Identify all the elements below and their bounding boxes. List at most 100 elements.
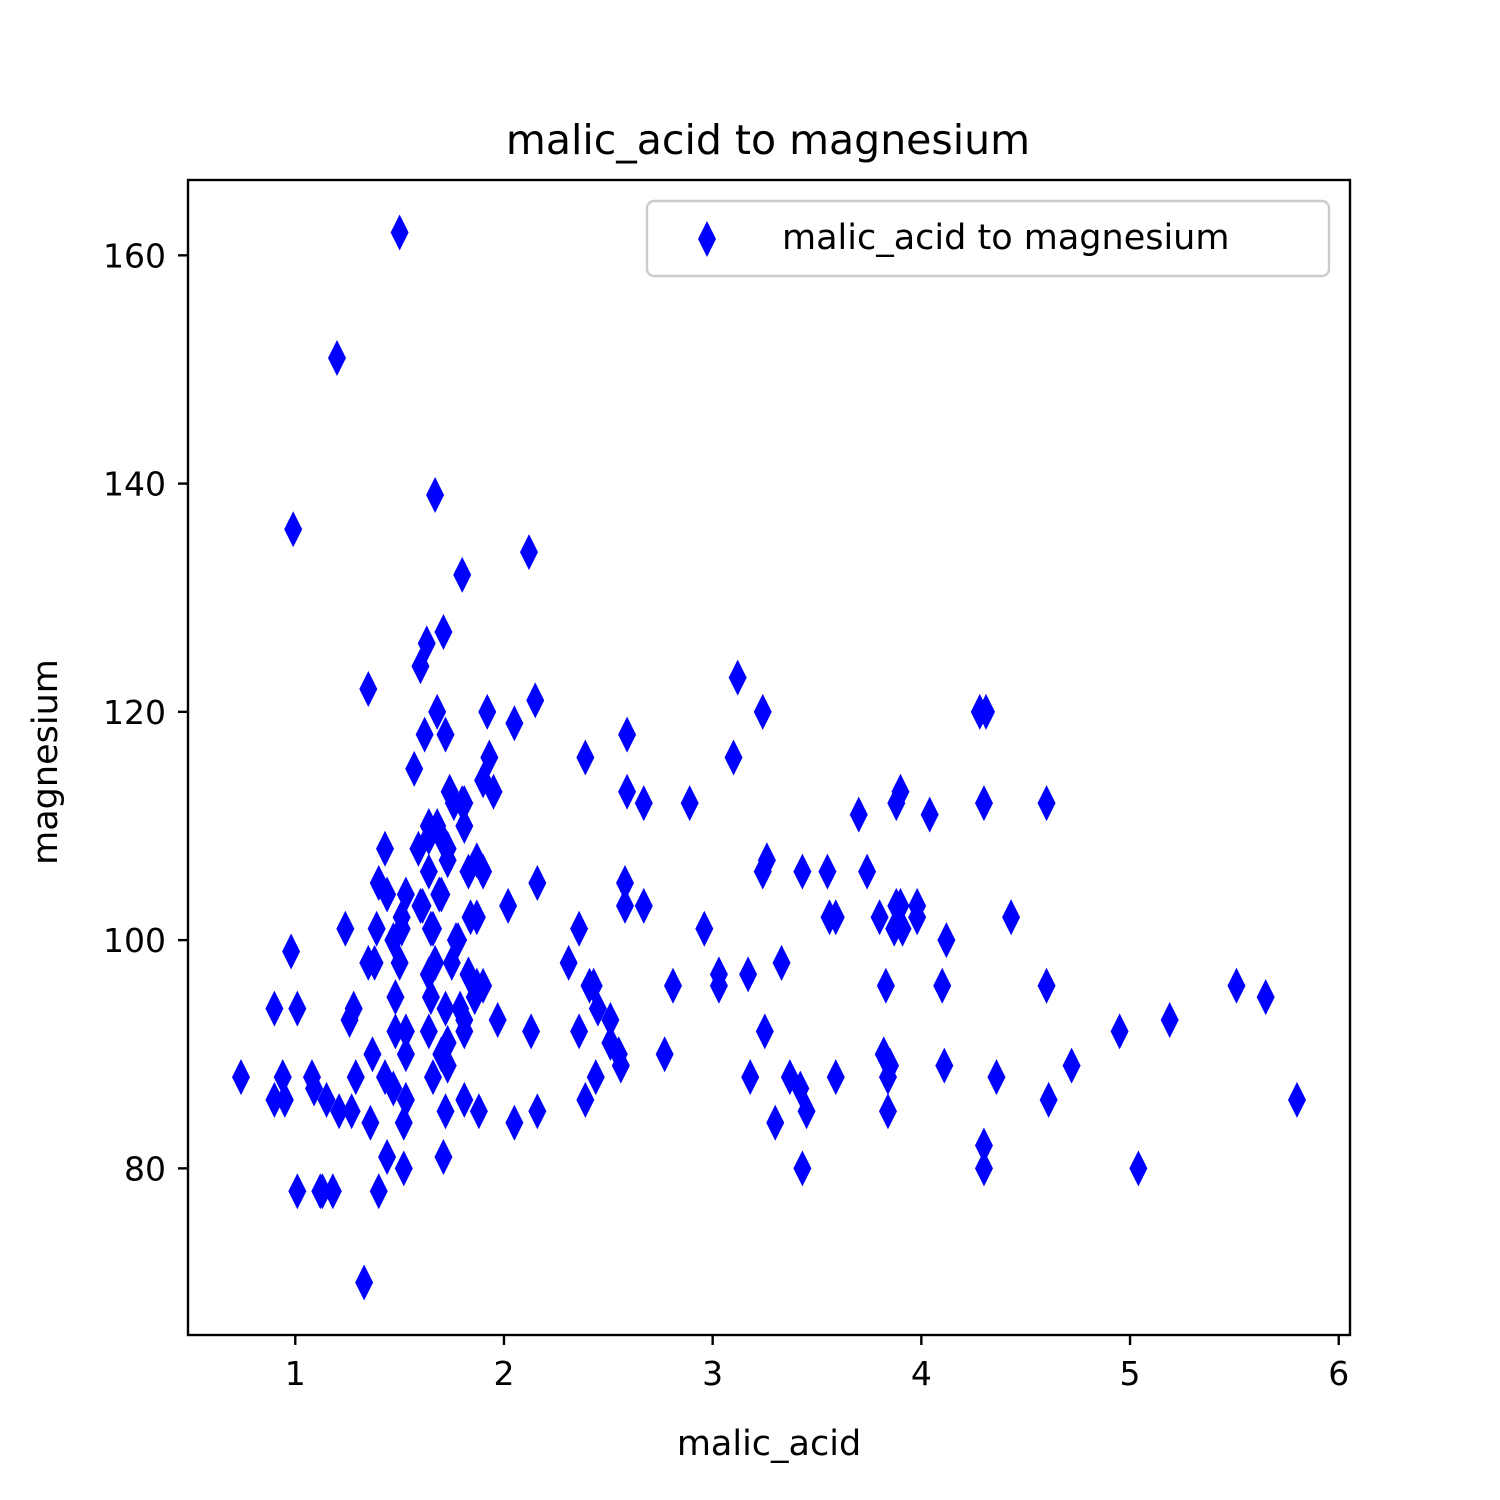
data-point [359,671,378,708]
data-point [474,967,493,1004]
data-point [753,693,772,730]
data-point [974,785,993,822]
data-point [505,705,524,742]
data-point [1110,1013,1129,1050]
data-point [275,1081,294,1118]
data-point [265,990,284,1027]
data-point [728,659,747,696]
plot-area-frame [186,178,1352,1337]
data-point [311,1173,330,1210]
data-point [342,1093,361,1130]
data-point [933,967,952,1004]
y-tick-label: 100 [103,921,166,960]
chart-title: malic_acid to magnesium [506,116,1030,164]
data-point [419,1013,438,1050]
points-layer [232,214,1306,1301]
data-point [440,773,459,810]
data-point [522,1013,541,1050]
x-tick-label: 2 [493,1354,514,1393]
data-point [405,750,424,787]
data-point [1287,1081,1306,1118]
data-point [459,853,478,890]
legend-entry-label: malic_acid to magnesium [782,218,1229,258]
data-point [386,979,405,1016]
y-tick-label: 120 [103,693,166,732]
data-point [336,910,355,947]
data-point [474,853,493,890]
data-point [791,1070,810,1107]
y-tick-label: 140 [103,465,166,504]
data-point [977,693,996,730]
data-point [664,967,683,1004]
data-point [818,853,837,890]
data-point [282,933,301,970]
data-point [367,910,386,947]
data-point [434,613,453,650]
data-point [1227,967,1246,1004]
data-point [680,785,699,822]
data-point [488,1002,507,1038]
x-tick-label: 1 [285,1354,306,1393]
data-point [432,1036,451,1073]
y-axis-ticks: 80 100 120 140 160 [103,236,188,1188]
data-point [480,739,499,776]
data-point [394,1104,413,1141]
data-point [655,1036,674,1073]
data-point [469,1093,488,1130]
data-point [378,1138,397,1175]
data-point [870,899,889,936]
x-tick-label: 3 [702,1354,723,1393]
data-point [361,1104,380,1141]
data-point [328,340,347,377]
data-point [618,716,637,753]
data-point [1037,785,1056,822]
data-point [885,910,904,947]
data-point [937,922,956,959]
data-point [826,1059,845,1096]
data-point [570,910,589,947]
data-point [390,214,409,251]
data-point [1160,1002,1179,1038]
data-point [288,1173,307,1210]
y-axis-label: magnesium [26,659,66,865]
data-point [616,865,635,902]
data-point [330,1093,349,1130]
data-point [755,1013,774,1050]
data-point [453,785,472,822]
data-point [415,716,434,753]
data-point [709,967,728,1004]
data-point [459,956,478,993]
data-point [741,1059,760,1096]
data-point [586,1059,605,1096]
data-point [455,807,474,844]
data-point [369,1173,388,1210]
data-point [609,1036,628,1073]
data-point [1002,899,1021,936]
data-point [974,1127,993,1164]
data-point [386,1013,405,1050]
x-tick-label: 5 [1120,1354,1141,1393]
legend-marker [698,221,716,257]
data-point [887,785,906,822]
data-point [588,990,607,1027]
data-point [505,1104,524,1141]
data-point [634,785,653,822]
data-point [634,887,653,924]
data-point [265,1081,284,1118]
data-point [317,1081,336,1118]
data-point [772,944,791,981]
data-point [365,944,384,981]
data-point [1129,1150,1148,1187]
data-point [396,1081,415,1118]
legend-box [645,199,1331,278]
data-point [580,967,599,1004]
data-point [520,534,539,571]
data-point [436,716,455,753]
data-point [601,1002,620,1038]
data-point [876,967,895,1004]
data-point [426,477,445,513]
data-point [436,1093,455,1130]
data-point [559,944,578,981]
data-point [273,1059,292,1096]
data-point [436,990,455,1027]
